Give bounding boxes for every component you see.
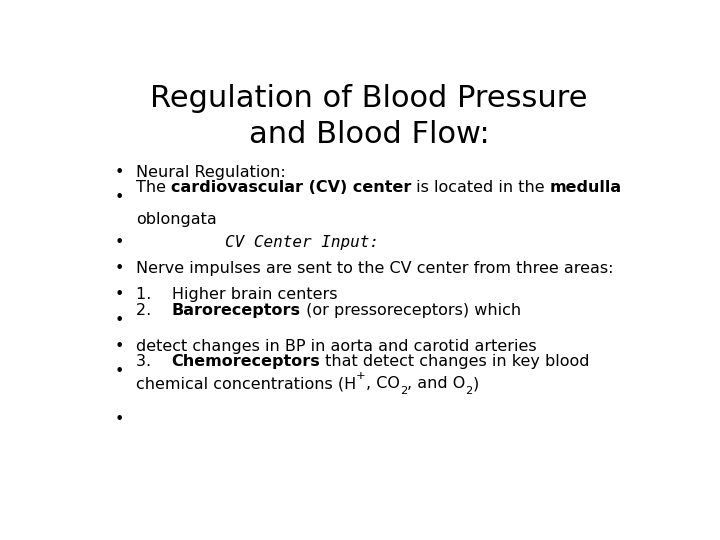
Text: is located in the: is located in the — [411, 180, 550, 195]
Text: Baroreceptors: Baroreceptors — [171, 303, 300, 318]
Text: •: • — [115, 287, 125, 302]
Text: Nerve impulses are sent to the CV center from three areas:: Nerve impulses are sent to the CV center… — [136, 261, 613, 276]
Text: +: + — [356, 371, 366, 381]
Text: 2: 2 — [465, 386, 472, 396]
Text: 2: 2 — [400, 386, 407, 396]
Text: medulla: medulla — [550, 180, 622, 195]
Text: ): ) — [472, 376, 479, 392]
Text: •: • — [115, 191, 125, 205]
Text: •: • — [115, 261, 125, 276]
Text: Chemoreceptors: Chemoreceptors — [171, 354, 320, 369]
Text: •: • — [115, 165, 125, 180]
Text: 1.    Higher brain centers: 1. Higher brain centers — [136, 287, 337, 302]
Text: •: • — [115, 313, 125, 328]
Text: •: • — [115, 412, 125, 427]
Text: Neural Regulation:: Neural Regulation: — [136, 165, 286, 180]
Text: detect changes in BP in aorta and carotid arteries: detect changes in BP in aorta and caroti… — [136, 339, 536, 354]
Text: •: • — [115, 364, 125, 380]
Text: The: The — [136, 180, 171, 195]
Text: Regulation of Blood Pressure: Regulation of Blood Pressure — [150, 84, 588, 112]
Text: •: • — [115, 339, 125, 354]
Text: •: • — [115, 235, 125, 251]
Text: 3.: 3. — [136, 354, 171, 369]
Text: 2.: 2. — [136, 303, 171, 318]
Text: oblongata: oblongata — [136, 212, 217, 227]
Text: cardiovascular (CV) center: cardiovascular (CV) center — [171, 180, 411, 195]
Text: , and O: , and O — [407, 376, 465, 392]
Text: that detect changes in key blood: that detect changes in key blood — [320, 354, 590, 369]
Text: chemical concentrations (H: chemical concentrations (H — [136, 376, 356, 392]
Text: and Blood Flow:: and Blood Flow: — [248, 120, 490, 149]
Text: CV Center Input:: CV Center Input: — [225, 235, 379, 251]
Text: (or pressoreceptors) which: (or pressoreceptors) which — [300, 303, 521, 318]
Text: , CO: , CO — [366, 376, 400, 392]
